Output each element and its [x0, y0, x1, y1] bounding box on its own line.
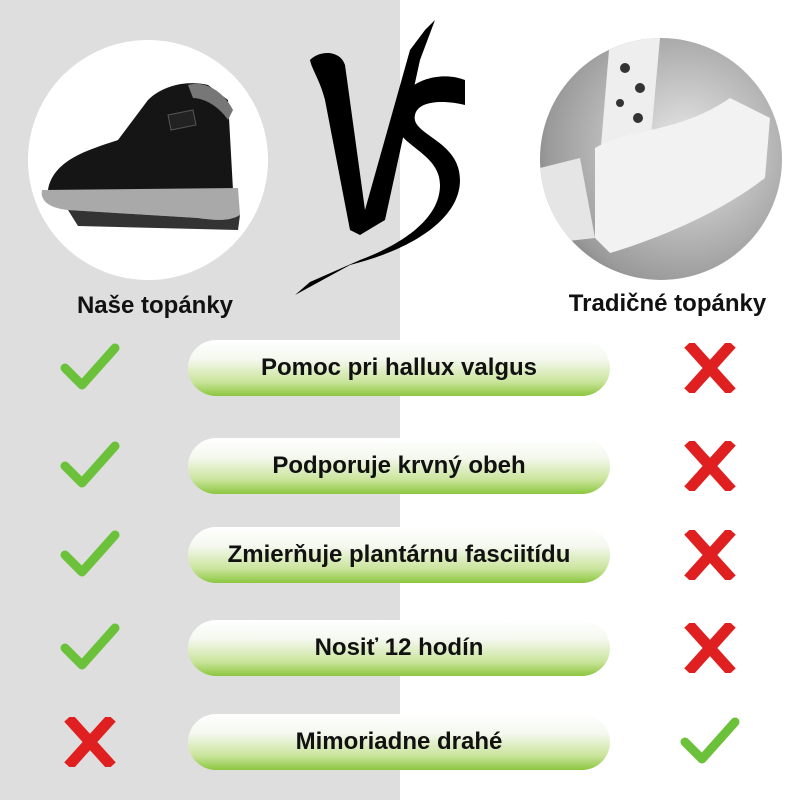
- traditional-shoes-caption: Tradičné topánky: [568, 290, 767, 317]
- our-shoes-caption: Naše topánky: [76, 292, 234, 319]
- vs-logo: [295, 20, 465, 295]
- ours-cross-icon: [64, 717, 116, 767]
- ours-check-icon: [60, 441, 120, 488]
- traditional-cross-icon: [684, 530, 736, 580]
- feature-row-label: Mimoriadne drahé: [188, 714, 610, 770]
- traditional-cross-icon: [684, 623, 736, 673]
- feature-row-label: Pomoc pri hallux valgus: [188, 340, 610, 396]
- ours-check-icon: [60, 623, 120, 670]
- traditional-check-icon: [680, 717, 740, 764]
- ours-check-icon: [60, 530, 120, 577]
- feature-row-label: Podporuje krvný obeh: [188, 438, 610, 494]
- ours-check-icon: [60, 343, 120, 390]
- feature-row-label: Zmierňuje plantárnu fasciitídu: [188, 527, 610, 583]
- traditional-shoe-image: [540, 38, 782, 280]
- feature-row-label: Nosiť 12 hodín: [188, 620, 610, 676]
- traditional-cross-icon: [684, 343, 736, 393]
- traditional-cross-icon: [684, 441, 736, 491]
- our-shoe-image: [28, 40, 268, 280]
